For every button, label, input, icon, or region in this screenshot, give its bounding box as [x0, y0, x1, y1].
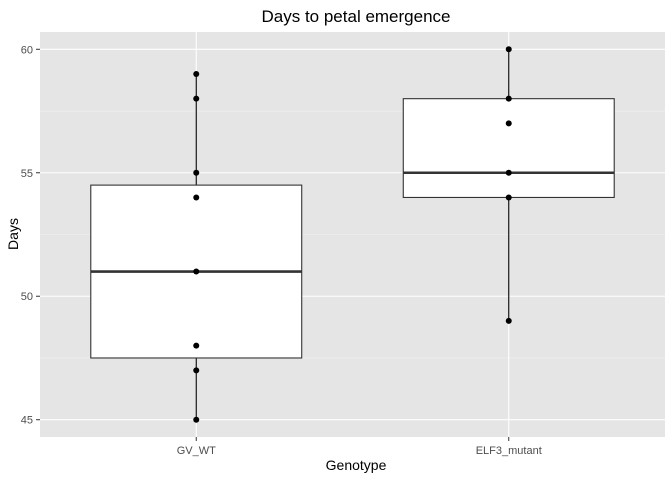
x-tick-label: GV_WT — [177, 445, 216, 457]
data-point-ELF3_mutant — [505, 46, 512, 53]
y-tick-label: 45 — [21, 415, 33, 427]
y-axis-title: Days — [5, 218, 21, 250]
points-layer — [193, 46, 512, 423]
data-point-GV_WT — [193, 95, 200, 102]
data-point-GV_WT — [193, 169, 200, 176]
y-axis: 45 50 55 60 — [21, 44, 40, 427]
y-tick-label: 50 — [21, 291, 33, 303]
box-ELF3_mutant — [402, 98, 615, 199]
data-point-GV_WT — [193, 70, 200, 77]
y-tick-label: 55 — [21, 168, 33, 180]
boxes-layer — [90, 49, 615, 420]
data-point-ELF3_mutant — [505, 95, 512, 102]
data-point-ELF3_mutant — [505, 120, 512, 127]
data-point-ELF3_mutant — [505, 169, 512, 176]
data-point-GV_WT — [193, 268, 200, 275]
chart-title: Days to petal emergence — [262, 7, 451, 26]
x-tick-label: ELF3_mutant — [476, 445, 542, 457]
data-point-GV_WT — [193, 194, 200, 201]
data-point-GV_WT — [193, 367, 200, 374]
x-axis: GV_WT ELF3_mutant — [177, 437, 542, 457]
data-point-GV_WT — [193, 416, 200, 423]
data-point-ELF3_mutant — [505, 194, 512, 201]
x-axis-title: Genotype — [326, 457, 387, 473]
data-point-GV_WT — [193, 342, 200, 349]
data-point-ELF3_mutant — [505, 317, 512, 324]
y-tick-label: 60 — [21, 44, 33, 56]
